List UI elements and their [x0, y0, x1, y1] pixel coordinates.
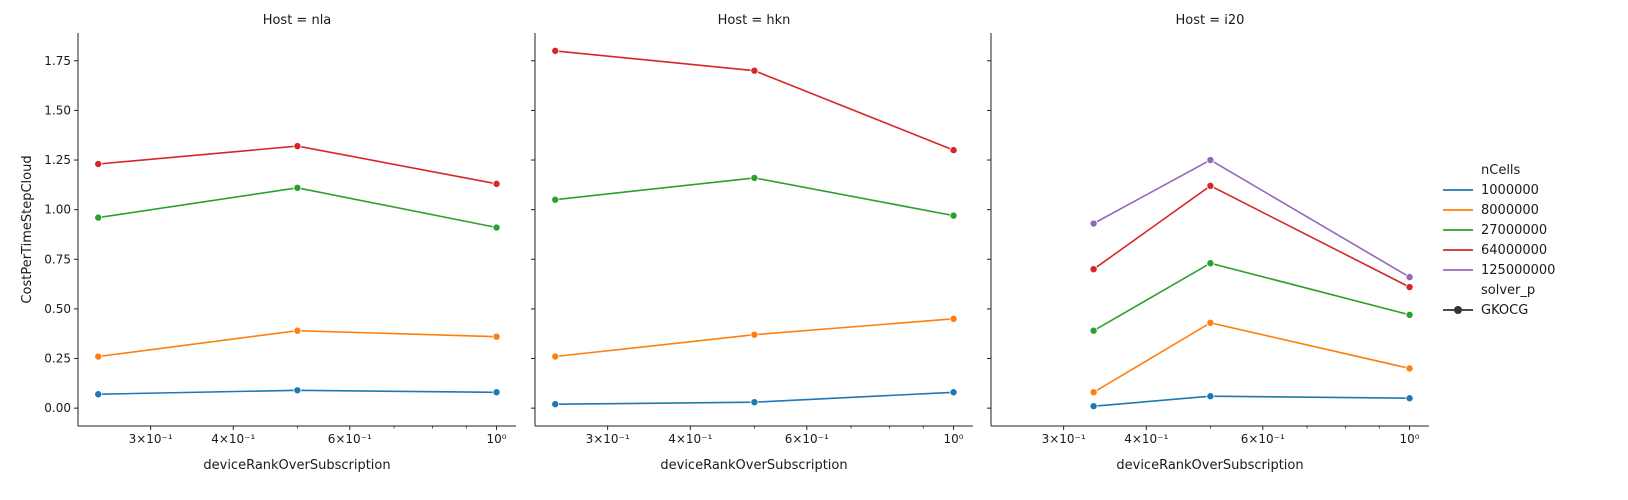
series-line-1000000 [1093, 395, 1410, 407]
series-line-27000000 [1093, 262, 1410, 332]
series-line-8000000 [1093, 321, 1410, 393]
y-tick-label: 0.00 [44, 401, 71, 415]
data-point-27000000-0 [551, 195, 560, 204]
facet-title-0: Host = nla [263, 13, 332, 28]
x-tick-label: 6×10⁻¹ [328, 432, 372, 446]
y-tick-label: 1.75 [44, 54, 71, 68]
y-tick-label: 0.25 [44, 352, 71, 366]
x-tick-label: 3×10⁻¹ [129, 432, 173, 446]
data-point-64000000-2 [949, 146, 958, 155]
data-point-8000000-0 [1089, 388, 1098, 397]
x-tick-label: 3×10⁻¹ [586, 432, 630, 446]
x-axis-label: deviceRankOverSubscription [203, 458, 390, 473]
data-point-64000000-0 [1089, 265, 1098, 274]
data-point-27000000-1 [1206, 259, 1215, 268]
x-tick-label: 6×10⁻¹ [785, 432, 829, 446]
legend-label-27000000: 27000000 [1481, 223, 1547, 238]
legend-marker-GKOCG [1454, 306, 1462, 314]
data-point-64000000-1 [1206, 181, 1215, 190]
data-point-1000000-1 [293, 386, 302, 395]
data-point-27000000-2 [1405, 310, 1414, 319]
data-point-1000000-2 [949, 388, 958, 397]
legend-label-GKOCG: GKOCG [1481, 303, 1528, 318]
series-line-27000000 [98, 186, 497, 229]
data-point-64000000-2 [1405, 283, 1414, 292]
data-point-8000000-0 [94, 352, 103, 361]
series-line-64000000 [1093, 184, 1410, 288]
data-point-1000000-2 [492, 388, 501, 397]
data-point-1000000-1 [1206, 392, 1215, 401]
data-point-27000000-0 [94, 213, 103, 222]
data-point-27000000-2 [949, 211, 958, 220]
y-tick-label: 0.75 [44, 252, 71, 266]
data-point-8000000-1 [1206, 318, 1215, 327]
data-point-64000000-1 [293, 142, 302, 151]
facet-title-2: Host = i20 [1176, 13, 1245, 28]
data-point-1000000-1 [750, 398, 759, 407]
x-tick-label: 4×10⁻¹ [211, 432, 255, 446]
x-tick-label: 4×10⁻¹ [1124, 432, 1168, 446]
data-point-8000000-1 [750, 330, 759, 339]
legend-label-8000000: 8000000 [1481, 203, 1539, 218]
data-point-27000000-2 [492, 223, 501, 232]
data-point-64000000-2 [492, 179, 501, 188]
data-point-27000000-0 [1089, 326, 1098, 335]
data-point-1000000-0 [1089, 402, 1098, 411]
data-point-1000000-0 [94, 390, 103, 399]
x-tick-label: 10⁰ [487, 432, 507, 446]
data-point-125000000-2 [1405, 273, 1414, 282]
data-point-8000000-2 [492, 332, 501, 341]
legend-label-64000000: 64000000 [1481, 243, 1547, 258]
data-point-8000000-2 [949, 314, 958, 323]
data-point-8000000-0 [551, 352, 560, 361]
legend-title-ncells: nCells [1481, 163, 1521, 178]
x-tick-label: 10⁰ [1400, 432, 1420, 446]
data-point-125000000-0 [1089, 219, 1098, 228]
x-tick-label: 6×10⁻¹ [1241, 432, 1285, 446]
x-tick-label: 10⁰ [944, 432, 964, 446]
x-axis-label: deviceRankOverSubscription [660, 458, 847, 473]
y-tick-label: 1.50 [44, 103, 71, 117]
y-tick-label: 1.00 [44, 203, 71, 217]
data-point-64000000-0 [94, 159, 103, 168]
series-line-125000000 [1093, 159, 1411, 278]
y-tick-label: 1.25 [44, 153, 71, 167]
data-point-1000000-2 [1405, 394, 1414, 403]
legend-label-125000000: 125000000 [1481, 263, 1555, 278]
data-point-64000000-1 [750, 66, 759, 75]
facet-title-1: Host = hkn [718, 13, 791, 28]
legend-label-1000000: 1000000 [1481, 183, 1539, 198]
series-line-27000000 [555, 177, 954, 217]
data-point-27000000-1 [750, 173, 759, 182]
series-line-64000000 [555, 50, 954, 151]
data-point-64000000-0 [551, 46, 560, 55]
data-point-125000000-1 [1206, 156, 1215, 165]
series-line-64000000 [98, 145, 497, 185]
x-tick-label: 4×10⁻¹ [668, 432, 712, 446]
data-point-8000000-2 [1405, 364, 1414, 373]
legend-title-solver: solver_p [1481, 283, 1535, 298]
y-axis-label: CostPerTimeStepCloud [20, 155, 35, 303]
data-point-8000000-1 [293, 326, 302, 335]
x-axis-label: deviceRankOverSubscription [1116, 458, 1303, 473]
x-tick-label: 3×10⁻¹ [1042, 432, 1086, 446]
y-tick-label: 0.50 [44, 302, 71, 316]
data-point-1000000-0 [551, 400, 560, 409]
data-point-27000000-1 [293, 183, 302, 192]
